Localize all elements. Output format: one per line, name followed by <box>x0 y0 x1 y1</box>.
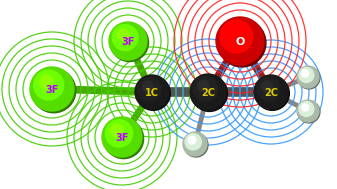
Circle shape <box>190 74 226 110</box>
Circle shape <box>142 81 153 92</box>
Text: 2C: 2C <box>264 88 278 98</box>
Circle shape <box>34 70 64 100</box>
Text: 1C: 1C <box>145 88 159 98</box>
Circle shape <box>109 22 147 60</box>
Circle shape <box>254 75 288 109</box>
Circle shape <box>218 19 266 67</box>
Circle shape <box>298 67 320 89</box>
Circle shape <box>103 119 144 159</box>
Circle shape <box>299 67 314 83</box>
Text: 3F: 3F <box>45 85 59 95</box>
Circle shape <box>111 23 149 62</box>
Circle shape <box>32 69 76 113</box>
Circle shape <box>102 117 142 157</box>
Circle shape <box>30 67 74 111</box>
Circle shape <box>298 101 320 123</box>
Circle shape <box>302 104 309 111</box>
Circle shape <box>257 77 280 101</box>
Circle shape <box>193 77 218 101</box>
Circle shape <box>188 136 196 144</box>
Circle shape <box>138 77 161 101</box>
Text: 3F: 3F <box>121 37 135 47</box>
Circle shape <box>302 70 309 77</box>
Text: 3F: 3F <box>115 133 129 143</box>
Circle shape <box>105 120 132 147</box>
Circle shape <box>184 133 208 157</box>
Circle shape <box>183 132 207 156</box>
Text: 2C: 2C <box>201 88 215 98</box>
Circle shape <box>297 100 319 122</box>
Circle shape <box>220 20 253 53</box>
Circle shape <box>216 17 264 65</box>
Circle shape <box>135 75 169 109</box>
Circle shape <box>136 76 171 110</box>
Circle shape <box>39 75 54 89</box>
Circle shape <box>226 26 242 41</box>
Circle shape <box>255 76 289 110</box>
Circle shape <box>111 124 123 137</box>
Circle shape <box>198 81 209 92</box>
Text: O: O <box>235 37 245 47</box>
Circle shape <box>261 81 272 92</box>
Circle shape <box>112 25 138 50</box>
Circle shape <box>185 134 202 150</box>
Circle shape <box>297 66 319 88</box>
Circle shape <box>117 29 129 41</box>
Circle shape <box>299 101 314 116</box>
Circle shape <box>191 75 227 112</box>
